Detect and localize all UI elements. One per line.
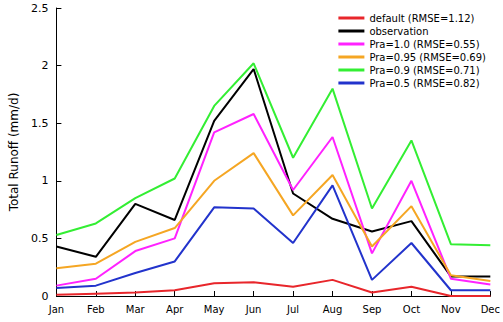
svg-text:Oct: Oct bbox=[403, 304, 420, 315]
svg-text:Mar: Mar bbox=[126, 304, 146, 315]
svg-text:Jul: Jul bbox=[286, 304, 299, 315]
svg-text:default (RMSE=1.12): default (RMSE=1.12) bbox=[369, 13, 474, 24]
svg-text:Sep: Sep bbox=[363, 304, 382, 315]
svg-text:Pra=0.9 (RMSE=0.71): Pra=0.9 (RMSE=0.71) bbox=[369, 65, 479, 76]
svg-text:1: 1 bbox=[41, 174, 48, 187]
svg-text:2.5: 2.5 bbox=[31, 2, 49, 15]
svg-text:May: May bbox=[204, 304, 225, 315]
svg-text:1.5: 1.5 bbox=[31, 117, 49, 130]
svg-text:Apr: Apr bbox=[166, 304, 184, 315]
svg-text:0: 0 bbox=[41, 290, 48, 303]
svg-text:Feb: Feb bbox=[87, 304, 105, 315]
svg-text:Nov: Nov bbox=[441, 304, 461, 315]
svg-text:Jan: Jan bbox=[48, 304, 64, 315]
svg-text:Dec: Dec bbox=[481, 304, 500, 315]
svg-text:0.5: 0.5 bbox=[31, 232, 49, 245]
svg-text:Aug: Aug bbox=[323, 304, 343, 315]
svg-text:Total Runoff (mm/d): Total Runoff (mm/d) bbox=[7, 93, 21, 213]
svg-text:Jun: Jun bbox=[245, 304, 262, 315]
svg-text:Pra=0.5 (RMSE=0.82): Pra=0.5 (RMSE=0.82) bbox=[369, 78, 479, 89]
svg-text:2: 2 bbox=[41, 59, 48, 72]
svg-text:Pra=0.95 (RMSE=0.69): Pra=0.95 (RMSE=0.69) bbox=[369, 52, 486, 63]
svg-text:Pra=1.0 (RMSE=0.55): Pra=1.0 (RMSE=0.55) bbox=[369, 39, 479, 50]
svg-text:observation: observation bbox=[369, 26, 428, 37]
